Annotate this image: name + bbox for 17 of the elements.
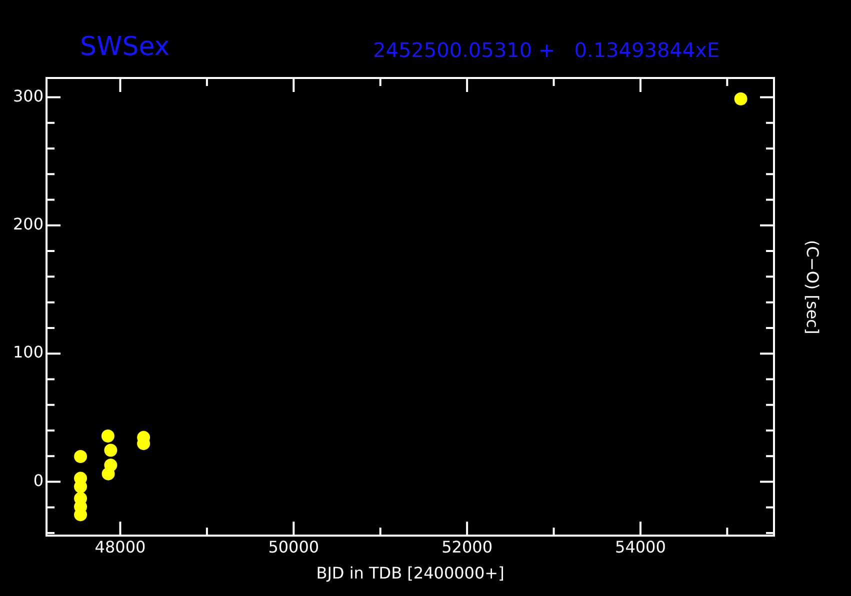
x-tick-label: 50000 (268, 537, 320, 556)
point (102, 467, 115, 480)
chart-subtitle: 2452500.05310 + 0.13493844xE (373, 38, 720, 62)
x-axis-title: BJD in TDB [2400000+] (316, 564, 504, 583)
chart-title: SWSex (80, 32, 170, 62)
point (74, 450, 88, 464)
y-tick-label: 0 (33, 470, 44, 490)
x-tick-label: 54000 (615, 537, 666, 556)
y-tick-label: 300 (12, 86, 44, 106)
point (101, 430, 114, 443)
x-tick-label: 52000 (442, 537, 493, 556)
y-tick-label: 100 (12, 342, 44, 362)
y-tick-label: 200 (12, 214, 44, 234)
x-tick-label: 48000 (94, 537, 146, 556)
y-axis-title: (C−O) [sec] (803, 240, 822, 334)
point (734, 92, 748, 106)
point (104, 444, 118, 457)
